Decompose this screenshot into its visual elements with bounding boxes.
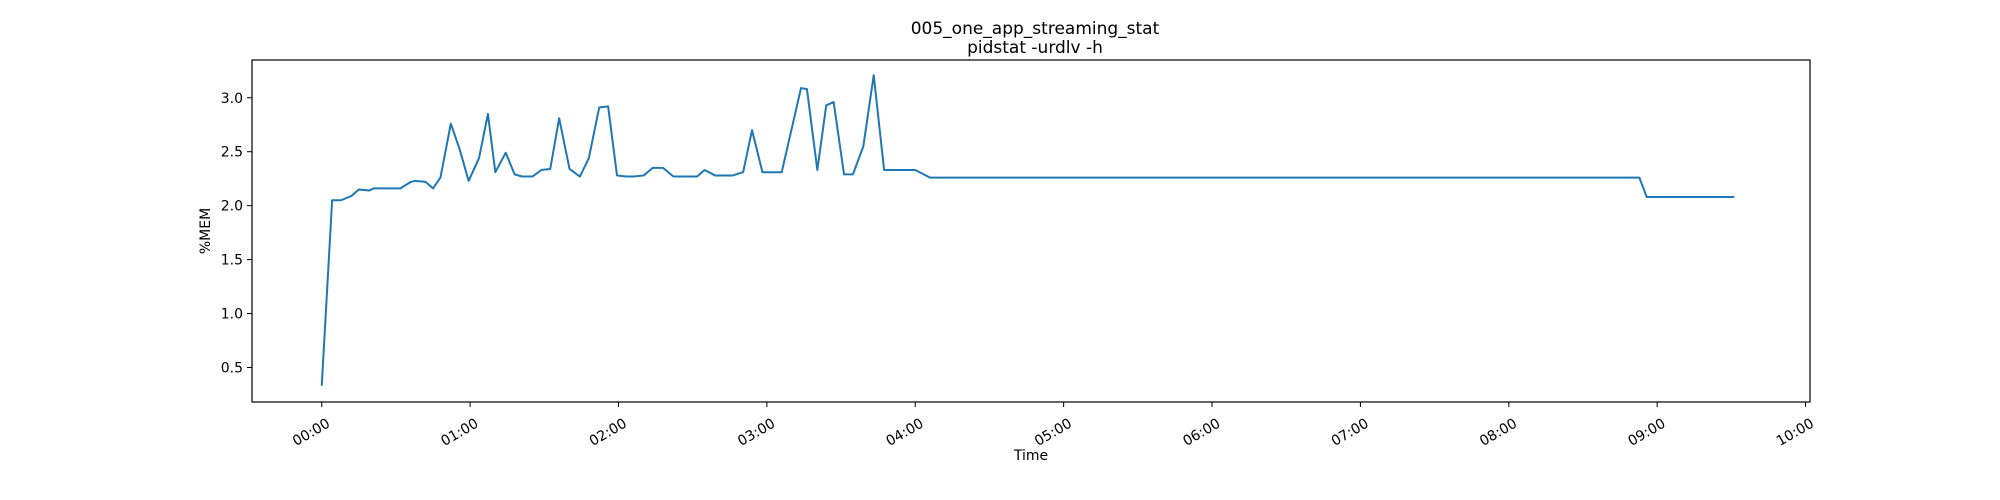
series-line-mem <box>320 74 1735 386</box>
y-axis-ticks: 0.5 1.0 1.5 2.0 2.5 3.0 <box>221 91 252 376</box>
x-axis-ticks: 00:00 01:00 02:00 03:00 04:00 05:00 06:00 07:00… <box>290 402 1817 450</box>
y-tick-label: 2.0 <box>221 199 243 215</box>
y-tick-label: 2.5 <box>221 145 243 161</box>
y-tick-label: 0.5 <box>221 360 243 376</box>
x-tick-label: 04:00 <box>884 416 927 450</box>
x-tick-label: 01:00 <box>438 416 481 450</box>
x-tick-label: 02:00 <box>587 416 630 450</box>
x-tick-label: 10:00 <box>1774 416 1817 450</box>
x-tick-label: 05:00 <box>1032 416 1075 450</box>
x-tick-label: 03:00 <box>735 416 778 450</box>
plot-frame <box>251 59 1811 403</box>
x-tick-label: 08:00 <box>1477 416 1520 450</box>
chart-subtitle: pidstat -urdlv -h <box>967 38 1103 58</box>
x-tick-label: 06:00 <box>1180 416 1223 450</box>
y-tick-label: 3.0 <box>221 91 243 107</box>
x-tick-label: 07:00 <box>1329 416 1372 450</box>
x-axis-label: Time <box>1013 448 1048 464</box>
x-tick-label: 09:00 <box>1625 416 1668 450</box>
y-axis-label: %MEM <box>198 208 214 254</box>
y-tick-label: 1.0 <box>221 307 243 323</box>
chart-title: 005_one_app_streaming_stat <box>911 19 1160 39</box>
y-tick-label: 1.5 <box>221 253 243 269</box>
x-tick-label: 00:00 <box>290 416 333 450</box>
